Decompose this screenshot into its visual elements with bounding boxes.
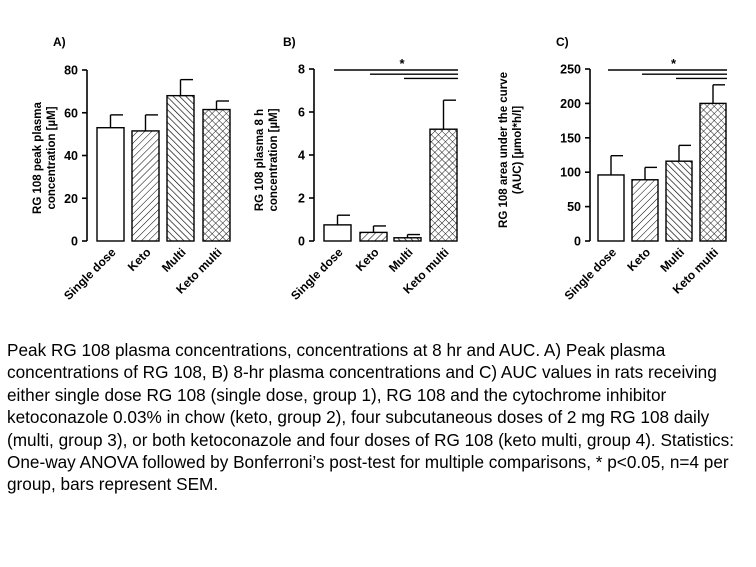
bar [359, 231, 388, 242]
y-axis-title-line: RG 108 area under the curve [498, 72, 510, 228]
y-tick-label: 60 [64, 106, 78, 120]
y-axis-title: RG 108 peak plasma concentration [µM] [32, 101, 58, 213]
chart-panel-a: A) 0 20 40 60 80 RG 108 peak plasma concentrati… [32, 35, 231, 303]
y-axis-title-line: RG 108 plasma 8 h [254, 109, 266, 211]
bar [429, 128, 458, 242]
bar [323, 224, 352, 242]
y-axis-title: RG 108 plasma 8 h concentration [µM] [254, 108, 280, 211]
y-tick-label: 100 [560, 166, 581, 180]
y-tick-label: 0 [298, 235, 305, 249]
category-label: Multi [159, 245, 189, 275]
y-tick-label: 50 [567, 200, 581, 214]
category-label: Single dose [288, 245, 346, 303]
panel-label: A) [53, 35, 66, 49]
bar [202, 108, 231, 242]
bar [597, 174, 625, 242]
bar [131, 130, 160, 242]
category-label: Keto [353, 245, 382, 274]
y-tick-label: 4 [298, 149, 305, 163]
significance-star: * [671, 56, 677, 71]
figure-caption: Peak RG 108 plasma concentrations, conce… [7, 340, 735, 495]
y-axis-title-line: concentration [µM] [46, 106, 58, 209]
bar [665, 160, 693, 242]
y-tick-label: 200 [560, 97, 581, 111]
category-label: Single dose [61, 245, 119, 303]
category-label: Keto [125, 245, 154, 274]
category-label: Single dose [562, 245, 620, 303]
bar [166, 94, 195, 242]
y-axis-title: RG 108 area under the curve (AUC) [µmol*h… [498, 72, 524, 228]
panel-label: B) [283, 35, 296, 49]
y-tick-label: 40 [64, 149, 78, 163]
y-axis-title-line: RG 108 peak plasma [32, 101, 44, 213]
y-tick-label: 20 [64, 192, 78, 206]
y-tick-label: 250 [560, 63, 581, 77]
category-label: Multi [657, 245, 687, 275]
y-tick-label: 150 [560, 131, 581, 145]
bar [699, 102, 727, 242]
category-label: Multi [386, 245, 416, 275]
y-tick-label: 0 [574, 235, 581, 249]
chart-panel-c: C) 0 50 100 150 200 250 RG 108 area under the c… [498, 35, 727, 303]
category-label: Keto [624, 245, 653, 274]
significance-star: * [399, 56, 405, 71]
y-tick-label: 8 [298, 63, 305, 77]
y-axis-title-line: concentration [µM] [268, 108, 280, 211]
y-tick-label: 2 [298, 192, 305, 206]
bar [631, 179, 659, 242]
y-tick-label: 6 [298, 106, 305, 120]
y-tick-label: 80 [64, 64, 78, 78]
bar [393, 237, 422, 242]
y-tick-label: 0 [71, 235, 78, 249]
bar [96, 127, 125, 242]
y-axis-title-line: (AUC) [µmol*h/l] [512, 106, 524, 195]
panel-label: C) [556, 35, 569, 49]
chart-panel-b: B) 0 2 4 6 8 RG 108 plasma 8 h concentration [µ… [254, 35, 458, 303]
